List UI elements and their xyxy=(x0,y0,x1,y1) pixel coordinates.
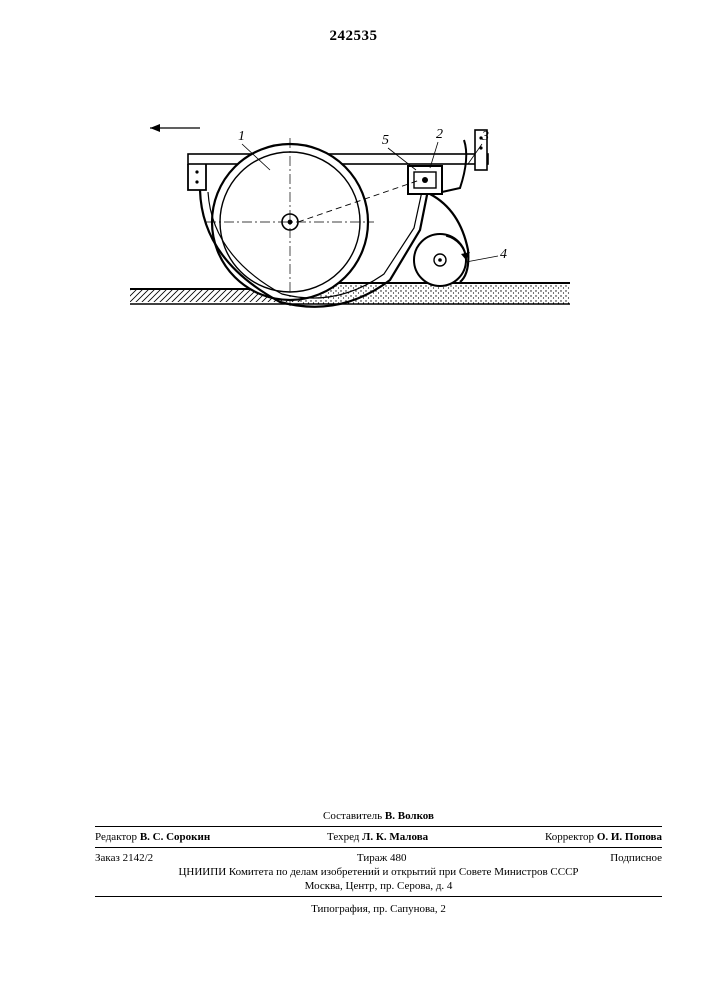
print-info-row: Заказ 2142/2 Тираж 480 Подписное xyxy=(95,852,662,864)
footer-block: Составитель В. Волков Редактор В. С. Сор… xyxy=(95,810,662,915)
divider xyxy=(95,896,662,897)
subscription: Подписное xyxy=(610,852,662,864)
svg-text:3: 3 xyxy=(481,129,489,144)
secondary-wheel xyxy=(414,234,470,286)
document-number: 242535 xyxy=(0,28,707,45)
publisher-line-1: ЦНИИПИ Комитета по делам изобретений и о… xyxy=(95,866,662,878)
compiler-name: В. Волков xyxy=(385,810,434,822)
technical-drawing: 1 5 2 3 4 xyxy=(130,110,570,340)
printer-line: Типография, пр. Сапунова, 2 xyxy=(95,903,662,915)
order-number: Заказ 2142/2 xyxy=(95,852,153,864)
tech-editor: Техред Л. К. Малова xyxy=(327,831,428,843)
label-4: 4 xyxy=(466,247,507,262)
print-run: Тираж 480 xyxy=(357,852,407,864)
svg-text:2: 2 xyxy=(436,127,443,142)
compiler-line: Составитель В. Волков xyxy=(95,810,662,822)
credits-row: Редактор В. С. Сорокин Техред Л. К. Мало… xyxy=(95,831,662,843)
publisher-line-2: Москва, Центр, пр. Серова, д. 4 xyxy=(95,880,662,892)
corrector: Корректор О. И. Попова xyxy=(545,831,662,843)
svg-text:4: 4 xyxy=(500,247,507,262)
bearing-block xyxy=(408,166,442,194)
editor: Редактор В. С. Сорокин xyxy=(95,831,210,843)
svg-text:5: 5 xyxy=(382,133,389,148)
divider xyxy=(95,847,662,848)
svg-text:1: 1 xyxy=(238,129,245,144)
divider xyxy=(95,826,662,827)
direction-arrow xyxy=(150,124,200,132)
compiler-label: Составитель xyxy=(323,810,382,822)
